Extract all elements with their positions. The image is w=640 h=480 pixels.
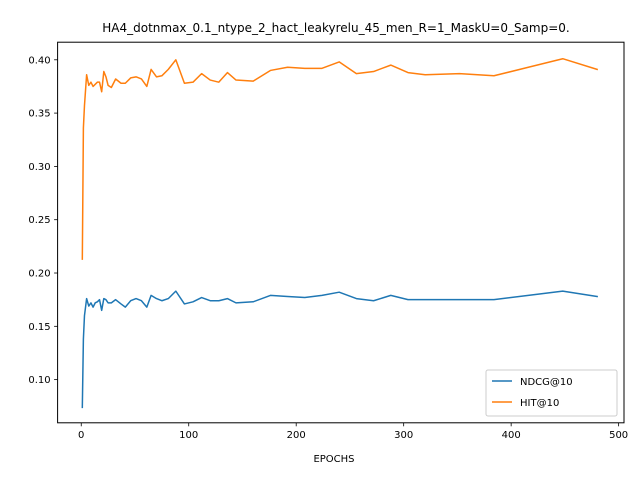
x-axis: 0 100 200 300 400 500 <box>78 422 628 441</box>
series-line-hit-10 <box>81 57 599 260</box>
y-tick-label: 0.40 <box>28 55 50 66</box>
y-tick-label: 0.15 <box>28 322 50 333</box>
x-tick-label: 400 <box>502 430 521 441</box>
x-tick-label: 100 <box>179 430 198 441</box>
x-tick-label: 300 <box>394 430 413 441</box>
y-tick-label: 0.30 <box>28 162 50 173</box>
x-tick-label: 200 <box>287 430 306 441</box>
x-tick-label: 500 <box>609 430 628 441</box>
x-tick-label: 0 <box>78 430 84 441</box>
legend-box <box>485 369 618 417</box>
legend: NDCG@10 HIT@10 <box>485 369 618 417</box>
series-layer <box>81 57 599 409</box>
legend-label: NDCG@10 <box>520 377 573 388</box>
series-line-ndcg-10 <box>81 290 598 409</box>
x-axis-title: EPOCHS <box>313 454 354 465</box>
legend-label: HIT@10 <box>520 398 559 409</box>
chart-title: HA4_dotnmax_0.1_ntype_2_hact_leakyrelu_4… <box>102 21 570 35</box>
y-tick-label: 0.20 <box>28 269 50 280</box>
y-tick-label: 0.25 <box>28 215 50 226</box>
plot-frame <box>57 41 625 424</box>
y-tick-label: 0.35 <box>28 109 50 120</box>
y-axis: 0.10 0.15 0.20 0.25 0.30 0.35 0.40 <box>28 55 58 386</box>
y-tick-label: 0.10 <box>28 375 50 386</box>
